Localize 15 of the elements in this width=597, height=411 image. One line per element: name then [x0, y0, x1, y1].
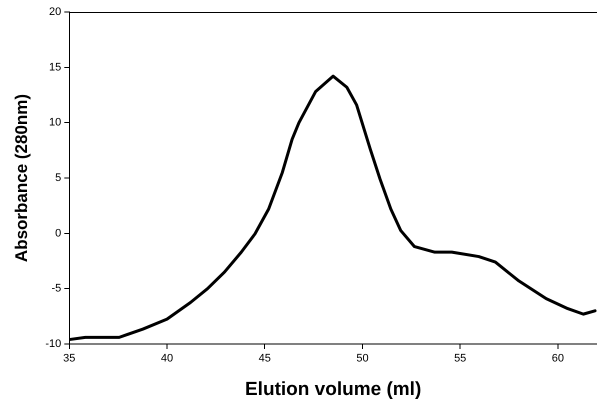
y-axis-title: Absorbance (280nm)	[12, 94, 31, 262]
x-tick-label: 40	[160, 352, 174, 365]
y-tick-label: 10	[49, 116, 62, 129]
y-tick-label: 15	[49, 61, 62, 74]
x-tick-label: 45	[258, 352, 271, 365]
y-tick-label: 5	[55, 172, 62, 184]
x-tick-label: 60	[552, 352, 564, 365]
x-tick-label: 55	[454, 352, 466, 365]
y-tick-label: 20	[49, 6, 62, 18]
y-tick-label: 0	[55, 227, 62, 240]
x-tick-label: 50	[356, 352, 369, 365]
y-tick-label: -5	[52, 282, 62, 295]
x-tick-label: 35	[63, 352, 76, 365]
y-tick-label: -10	[45, 338, 62, 350]
x-axis-title: Elution volume (ml)	[245, 378, 422, 400]
